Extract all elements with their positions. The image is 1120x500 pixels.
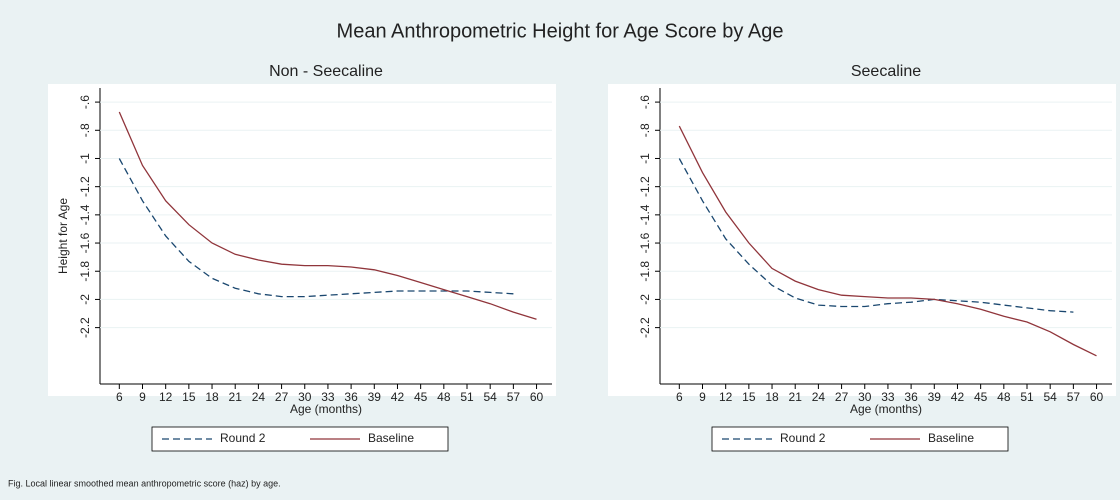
legend-label: Baseline <box>368 431 414 445</box>
x-tick-label: 12 <box>719 390 733 404</box>
y-tick-label: -2 <box>78 294 92 305</box>
x-tick-label: 6 <box>116 390 123 404</box>
y-tick-label: -1.4 <box>638 204 652 225</box>
x-tick-label: 24 <box>252 390 266 404</box>
y-tick-label: -1.4 <box>78 204 92 225</box>
y-tick-label: -1.2 <box>638 176 652 197</box>
x-tick-label: 39 <box>928 390 942 404</box>
line-series <box>678 158 1074 313</box>
x-tick-label: 33 <box>321 390 335 404</box>
x-tick-label: 18 <box>765 390 779 404</box>
plot-area <box>608 84 1116 396</box>
x-tick-label: 9 <box>139 390 146 404</box>
x-tick-label: 30 <box>298 390 312 404</box>
x-tick-label: 18 <box>205 390 219 404</box>
x-tick-label: 30 <box>858 390 872 404</box>
y-tick-label: -.6 <box>78 95 92 109</box>
y-tick-label: -1.8 <box>638 261 652 282</box>
x-axis-label: Age (months) <box>850 402 922 416</box>
x-tick-label: 51 <box>1020 390 1034 404</box>
x-tick-label: 12 <box>159 390 173 404</box>
legend-label: Round 2 <box>220 431 266 445</box>
footnote: Fig. Local linear smoothed mean anthropo… <box>8 478 281 488</box>
legend-label: Baseline <box>928 431 974 445</box>
panel-title: Non - Seecaline <box>269 63 383 80</box>
y-tick-label: -1 <box>638 153 652 164</box>
plot-area <box>48 84 556 396</box>
x-tick-label: 48 <box>997 390 1011 404</box>
y-tick-label: -1.6 <box>78 232 92 253</box>
x-tick-label: 57 <box>1067 390 1081 404</box>
y-tick-label: -.8 <box>78 123 92 137</box>
x-tick-label: 27 <box>275 390 289 404</box>
x-tick-label: 42 <box>951 390 965 404</box>
y-tick-label: -2.2 <box>78 317 92 338</box>
x-tick-label: 54 <box>1044 390 1058 404</box>
y-tick-label: -1.2 <box>78 176 92 197</box>
y-tick-label: -1.6 <box>638 232 652 253</box>
y-tick-label: -.8 <box>638 123 652 137</box>
y-tick-label: -1.8 <box>78 261 92 282</box>
x-tick-label: 45 <box>414 390 428 404</box>
y-tick-label: -2.2 <box>638 317 652 338</box>
y-tick-label: -2 <box>638 294 652 305</box>
x-tick-label: 33 <box>881 390 895 404</box>
x-tick-label: 60 <box>530 390 544 404</box>
x-tick-label: 6 <box>676 390 683 404</box>
x-tick-label: 60 <box>1090 390 1104 404</box>
x-tick-label: 9 <box>699 390 706 404</box>
line-series <box>678 125 1097 357</box>
x-tick-label: 27 <box>835 390 849 404</box>
legend-label: Round 2 <box>780 431 826 445</box>
x-tick-label: 57 <box>507 390 521 404</box>
x-tick-label: 54 <box>484 390 498 404</box>
x-tick-label: 36 <box>344 390 358 404</box>
y-tick-label: -.6 <box>638 95 652 109</box>
x-tick-label: 21 <box>789 390 803 404</box>
line-series <box>118 111 537 320</box>
x-tick-label: 51 <box>460 390 474 404</box>
x-tick-label: 39 <box>368 390 382 404</box>
x-tick-label: 15 <box>182 390 196 404</box>
y-axis-label: Height for Age <box>56 198 70 274</box>
x-axis-label: Age (months) <box>290 402 362 416</box>
x-tick-label: 48 <box>437 390 451 404</box>
x-tick-label: 36 <box>904 390 918 404</box>
x-tick-label: 42 <box>391 390 405 404</box>
x-tick-label: 21 <box>229 390 243 404</box>
panel-title: Seecaline <box>851 63 921 80</box>
x-tick-label: 45 <box>974 390 988 404</box>
x-tick-label: 24 <box>812 390 826 404</box>
x-tick-label: 15 <box>742 390 756 404</box>
chart-title: Mean Anthropometric Height for Age Score… <box>337 20 784 42</box>
y-tick-label: -1 <box>78 153 92 164</box>
